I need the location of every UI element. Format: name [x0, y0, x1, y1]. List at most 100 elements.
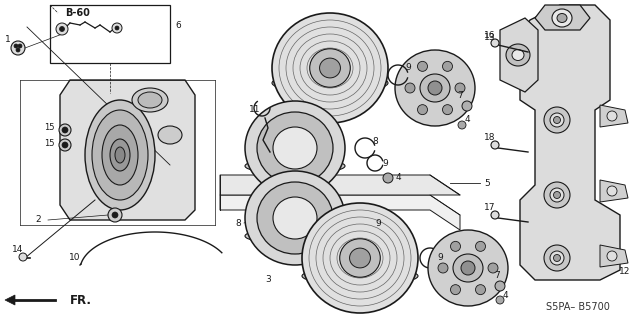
Circle shape [455, 83, 465, 93]
Circle shape [458, 121, 466, 129]
Circle shape [438, 263, 448, 273]
Text: 9: 9 [375, 219, 381, 227]
Polygon shape [220, 175, 460, 195]
Text: 12: 12 [620, 268, 630, 277]
Polygon shape [520, 5, 620, 280]
Polygon shape [600, 105, 628, 127]
Text: 14: 14 [12, 246, 24, 255]
Ellipse shape [428, 81, 442, 95]
Ellipse shape [245, 101, 345, 195]
Ellipse shape [245, 171, 345, 265]
Text: 9: 9 [382, 159, 388, 167]
Circle shape [476, 285, 486, 295]
Ellipse shape [395, 50, 475, 126]
Ellipse shape [85, 100, 155, 210]
Circle shape [607, 186, 617, 196]
Ellipse shape [273, 197, 317, 239]
Circle shape [496, 296, 504, 304]
Text: 18: 18 [484, 132, 496, 142]
Circle shape [451, 241, 461, 251]
Circle shape [554, 255, 561, 262]
Circle shape [112, 212, 118, 218]
Ellipse shape [349, 248, 371, 268]
Text: 4: 4 [502, 291, 508, 300]
Text: 7: 7 [494, 271, 500, 279]
Circle shape [417, 105, 428, 115]
Ellipse shape [310, 49, 350, 87]
Ellipse shape [245, 158, 345, 174]
Ellipse shape [102, 125, 138, 185]
Ellipse shape [110, 139, 130, 171]
Circle shape [60, 26, 65, 32]
Text: 7: 7 [457, 91, 463, 100]
Circle shape [488, 263, 498, 273]
Ellipse shape [132, 88, 168, 112]
Circle shape [14, 44, 18, 48]
Circle shape [451, 285, 461, 295]
Circle shape [405, 83, 415, 93]
Ellipse shape [92, 110, 148, 200]
Circle shape [554, 191, 561, 198]
Text: 15: 15 [45, 138, 55, 147]
Circle shape [491, 141, 499, 149]
Text: 13: 13 [483, 33, 495, 42]
Ellipse shape [158, 126, 182, 144]
Circle shape [462, 101, 472, 111]
Ellipse shape [245, 228, 345, 244]
Text: 4: 4 [395, 174, 401, 182]
Circle shape [491, 211, 499, 219]
Polygon shape [600, 180, 628, 202]
Circle shape [108, 208, 122, 222]
Circle shape [417, 61, 428, 71]
Text: 2: 2 [35, 216, 41, 225]
Text: 5: 5 [484, 179, 490, 188]
Ellipse shape [272, 13, 388, 123]
Circle shape [62, 142, 68, 148]
Circle shape [550, 113, 564, 127]
Ellipse shape [272, 73, 388, 93]
Circle shape [554, 116, 561, 123]
Text: 6: 6 [175, 20, 180, 29]
Text: 10: 10 [69, 254, 81, 263]
Circle shape [19, 253, 27, 261]
Text: S5PA– B5700: S5PA– B5700 [546, 302, 610, 312]
Ellipse shape [319, 58, 340, 78]
Text: 15: 15 [45, 123, 55, 132]
Polygon shape [600, 245, 628, 267]
Ellipse shape [512, 49, 524, 61]
Circle shape [442, 61, 452, 71]
Text: FR.: FR. [70, 293, 92, 307]
Circle shape [544, 245, 570, 271]
Ellipse shape [453, 254, 483, 282]
Circle shape [442, 105, 452, 115]
Polygon shape [60, 80, 195, 220]
Circle shape [607, 251, 617, 261]
Text: 17: 17 [484, 203, 496, 211]
Polygon shape [535, 5, 590, 30]
Circle shape [59, 139, 71, 151]
Ellipse shape [506, 44, 530, 66]
Polygon shape [220, 195, 460, 230]
Circle shape [550, 251, 564, 265]
Circle shape [544, 182, 570, 208]
Circle shape [383, 173, 393, 183]
Circle shape [544, 107, 570, 133]
Polygon shape [5, 295, 15, 305]
Text: 1: 1 [5, 35, 11, 44]
Text: 11: 11 [249, 106, 260, 115]
Circle shape [115, 26, 119, 30]
Ellipse shape [557, 13, 567, 23]
Circle shape [550, 188, 564, 202]
Circle shape [16, 48, 20, 52]
Circle shape [112, 23, 122, 33]
Circle shape [59, 124, 71, 136]
Ellipse shape [302, 267, 418, 285]
Circle shape [476, 241, 486, 251]
Ellipse shape [115, 147, 125, 163]
Ellipse shape [552, 9, 572, 27]
Circle shape [18, 44, 22, 48]
Text: 16: 16 [484, 31, 496, 40]
Circle shape [495, 281, 505, 291]
Text: 3: 3 [265, 276, 271, 285]
Ellipse shape [428, 230, 508, 306]
